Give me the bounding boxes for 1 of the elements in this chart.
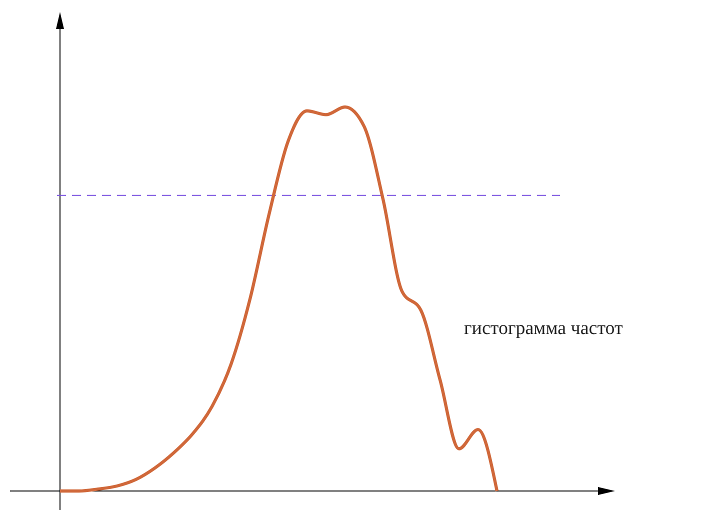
annotation: гистограмма частот: [464, 318, 624, 339]
